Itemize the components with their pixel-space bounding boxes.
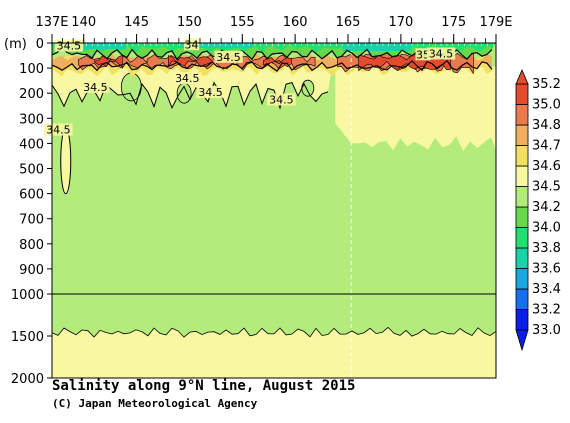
- contour-label-bg: [183, 38, 200, 51]
- x-tick-label: 140: [71, 15, 96, 30]
- colorbar-label: 34.8: [532, 118, 561, 133]
- y-tick-label: 900: [19, 263, 44, 278]
- colorbar-segment: [515, 288, 529, 310]
- y-tick-label: 800: [19, 238, 44, 253]
- colorbar-label: 34.5: [532, 180, 561, 195]
- region-345-east: [335, 66, 496, 152]
- colorbar-segment: [515, 247, 529, 269]
- colorbar-segment: [515, 186, 529, 208]
- x-tick-label: 137E: [35, 15, 68, 30]
- colorbar: 33.0 33.2 33.4 33.6 33.8 34.0 34.2 34.5 34.6 34.7…: [515, 68, 561, 352]
- colorbar-label: 33.6: [532, 262, 561, 277]
- y-tick-label: 2000: [11, 372, 44, 387]
- y-tick-label: 700: [19, 213, 44, 228]
- lens-345-west: [60, 127, 72, 195]
- region-345-tongue-west: [52, 62, 333, 108]
- colorbar-label: 34.6: [532, 159, 561, 174]
- contour-label: 34.5: [175, 72, 200, 85]
- contour-345-upper: [51, 59, 493, 72]
- colorbar-segment: [515, 124, 529, 146]
- y-tick-label: 300: [19, 112, 44, 127]
- y-tick-label: 1000: [11, 288, 44, 303]
- x-tick-label: 150: [177, 15, 202, 30]
- contour-label: 34.5: [429, 48, 454, 61]
- colorbar-label: 33.0: [532, 323, 561, 338]
- colorbar-segment: [515, 104, 529, 126]
- x-tick-label: 160: [283, 15, 308, 30]
- contour-label: 34.5: [57, 40, 82, 53]
- y-tick-label: 100: [19, 62, 44, 77]
- contour-label-bg: [173, 72, 202, 85]
- contour-label-bg: [214, 50, 243, 63]
- chart-title: Salinity along 9°N line, August 2015: [52, 378, 356, 394]
- x-tick-label: 155: [230, 15, 255, 30]
- patch-342: [301, 79, 315, 97]
- colorbar-label: 34.2: [532, 200, 561, 215]
- contour-label-bg: [81, 80, 110, 93]
- colorbar-label: 35.0: [532, 98, 561, 113]
- contour-label-bg: [267, 93, 296, 106]
- colorbar-segment: [515, 227, 529, 249]
- core-c350: [263, 57, 292, 68]
- colorbar-label: 34.7: [532, 139, 561, 154]
- colorbar-label: 33.4: [532, 282, 561, 297]
- colorbar-label: 34.0: [532, 221, 561, 236]
- patch-336: [178, 43, 253, 48]
- x-tick-label: 145: [124, 15, 149, 30]
- axes: 137E 140 145 150 155 160 165 170 175 179E 100 200 30…: [4, 15, 513, 387]
- x-tick-label: 175: [441, 15, 466, 30]
- colorbar-segment: [515, 268, 529, 290]
- colorbar-segment: [515, 83, 529, 105]
- y-tick-label: 200: [19, 87, 44, 102]
- credit-line: (C) Japan Meteorological Agency: [52, 397, 258, 410]
- y-tick-label: 400: [19, 137, 44, 152]
- colorbar-segment: [515, 309, 529, 331]
- colorbar-label: 33.8: [532, 241, 561, 256]
- x-tick-label: 165: [336, 15, 361, 30]
- y-tick-label: 500: [19, 163, 44, 178]
- contour-label: 34.5: [83, 81, 108, 94]
- contour-label: 34.5: [216, 51, 241, 64]
- contour-label: 34.5: [269, 93, 294, 106]
- contour-label: 34: [185, 38, 199, 51]
- contour-label-bg: [196, 85, 225, 98]
- contour-label: 34.5: [46, 124, 71, 137]
- contour-label: 35: [416, 48, 430, 61]
- colorbar-label: 33.2: [532, 303, 561, 318]
- contour-label-bg: [426, 47, 456, 60]
- contour-345-deep: [51, 326, 497, 338]
- y-tick-label: 1500: [11, 330, 44, 345]
- colorbar-segment: [515, 165, 529, 187]
- contour-label: 34.5: [198, 86, 223, 99]
- x-tick-label: 179E: [479, 15, 512, 30]
- y-tick-label-zero: 0: [36, 37, 44, 52]
- region-345-deep: [52, 327, 496, 378]
- colorbar-bottom-arrow: [515, 329, 529, 352]
- colorbar-label: 35.2: [532, 77, 561, 92]
- patch-336: [342, 43, 412, 51]
- contour-label-bg: [44, 123, 73, 136]
- x-tick-label: 170: [388, 15, 413, 30]
- colorbar-segment: [515, 145, 529, 167]
- y-tick-label: 600: [19, 188, 44, 203]
- patch-336: [83, 43, 126, 49]
- colorbar-top-arrow: [515, 68, 529, 85]
- y-axis-unit-label: (m): [4, 37, 27, 52]
- colorbar-segment: [515, 206, 529, 228]
